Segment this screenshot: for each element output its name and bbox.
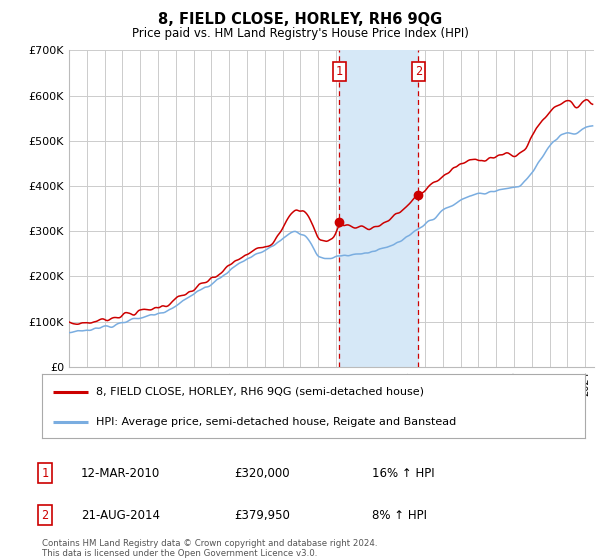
Text: £379,950: £379,950 — [234, 508, 290, 522]
Text: 8, FIELD CLOSE, HORLEY, RH6 9QG (semi-detached house): 8, FIELD CLOSE, HORLEY, RH6 9QG (semi-de… — [97, 386, 424, 396]
Text: 2: 2 — [415, 64, 422, 78]
Bar — [340, 50, 418, 367]
Text: Price paid vs. HM Land Registry's House Price Index (HPI): Price paid vs. HM Land Registry's House … — [131, 27, 469, 40]
Text: Contains HM Land Registry data © Crown copyright and database right 2024.
This d: Contains HM Land Registry data © Crown c… — [42, 539, 377, 558]
Text: 8% ↑ HPI: 8% ↑ HPI — [372, 508, 427, 522]
Text: 12-MAR-2010: 12-MAR-2010 — [81, 466, 160, 480]
Text: 16% ↑ HPI: 16% ↑ HPI — [372, 466, 434, 480]
Text: 8, FIELD CLOSE, HORLEY, RH6 9QG: 8, FIELD CLOSE, HORLEY, RH6 9QG — [158, 12, 442, 27]
Text: HPI: Average price, semi-detached house, Reigate and Banstead: HPI: Average price, semi-detached house,… — [97, 417, 457, 427]
Text: 1: 1 — [336, 64, 343, 78]
Text: 21-AUG-2014: 21-AUG-2014 — [81, 508, 160, 522]
Text: £320,000: £320,000 — [234, 466, 290, 480]
Text: 2: 2 — [41, 508, 49, 522]
Text: 1: 1 — [41, 466, 49, 480]
